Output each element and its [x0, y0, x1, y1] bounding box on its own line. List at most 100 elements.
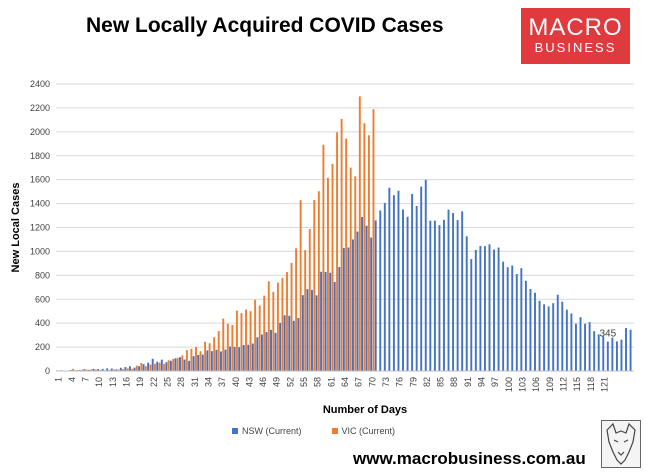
bar-vic: [172, 358, 175, 371]
bar-vic: [167, 360, 170, 371]
bar-nsw: [388, 187, 391, 371]
macrobusiness-logo: MACRO BUSINESS: [521, 8, 630, 64]
bar-nsw: [115, 369, 118, 371]
bar-nsw: [497, 247, 500, 371]
bar-nsw: [292, 320, 295, 371]
bar-nsw: [265, 332, 268, 371]
bar-vic: [349, 167, 352, 371]
bar-vic: [144, 366, 147, 371]
bar-nsw: [329, 272, 332, 371]
bar-nsw: [483, 246, 486, 371]
bar-nsw: [402, 209, 404, 371]
x-tick-label: 88: [449, 377, 459, 387]
x-tick-label: 46: [258, 377, 268, 387]
bar-nsw: [147, 362, 150, 371]
x-tick-label: 82: [422, 377, 432, 387]
bar-nsw: [192, 356, 195, 371]
bar-vic: [231, 324, 234, 371]
bar-nsw: [179, 357, 181, 371]
bar-nsw: [420, 186, 423, 371]
bar-vic: [181, 355, 184, 371]
bar-nsw: [183, 359, 186, 371]
y-tick-label: 800: [35, 270, 50, 280]
bar-nsw: [429, 220, 432, 371]
bar-vic: [131, 368, 134, 371]
bar-vic: [117, 369, 120, 371]
bar-nsw: [570, 313, 573, 371]
bar-nsw: [119, 367, 122, 371]
bar-nsw: [547, 306, 550, 371]
bar-vic: [195, 347, 197, 371]
x-tick-label: 70: [367, 377, 377, 387]
bar-vic: [204, 341, 207, 371]
bar-nsw: [447, 209, 450, 371]
x-tick-label: 4: [67, 377, 77, 382]
bar-nsw: [365, 225, 368, 371]
bar-vic: [299, 200, 302, 371]
bar-nsw: [160, 359, 163, 371]
bar-nsw: [133, 367, 136, 371]
bar-nsw: [110, 368, 113, 371]
bar-nsw: [297, 318, 300, 371]
bar-nsw: [411, 194, 414, 371]
footer-url: www.macrobusiness.com.au: [353, 449, 586, 468]
bar-nsw: [379, 210, 382, 371]
y-tick-label: 2200: [30, 103, 50, 113]
y-tick-label: 1800: [30, 151, 50, 161]
x-tick-label: 13: [108, 377, 118, 387]
bar-nsw: [370, 237, 373, 371]
bar-nsw: [452, 213, 455, 371]
bar-nsw: [556, 294, 559, 371]
bar-nsw: [188, 360, 191, 371]
x-tick-label: 58: [313, 377, 323, 387]
x-tick-label: 34: [203, 377, 213, 387]
bar-vic: [345, 138, 348, 371]
bar-nsw: [538, 300, 541, 371]
bar-nsw: [315, 295, 318, 371]
bar-nsw: [88, 369, 90, 371]
bar-nsw: [197, 354, 200, 371]
y-axis-title: New Local Cases: [10, 183, 22, 273]
y-tick-label: 0: [45, 366, 50, 376]
y-tick-label: 1200: [30, 223, 50, 233]
y-tick-label: 1400: [30, 199, 50, 209]
bar-nsw: [156, 361, 159, 371]
bar-vic: [154, 363, 156, 371]
bar-nsw: [488, 244, 491, 371]
bar-nsw: [229, 346, 232, 371]
x-tick-label: 73: [381, 377, 391, 387]
bar-nsw: [493, 249, 495, 371]
bar-nsw: [256, 337, 259, 371]
x-tick-label: 28: [176, 377, 186, 387]
bar-nsw: [574, 323, 577, 371]
bar-nsw: [511, 265, 514, 371]
bar-nsw: [288, 315, 291, 371]
bar-vic: [90, 369, 93, 371]
wolf-logo: [601, 420, 641, 468]
bar-vic: [358, 96, 361, 372]
bar-vic: [94, 369, 97, 371]
bar-vic: [190, 348, 193, 371]
x-tick-label: 16: [122, 377, 132, 387]
x-tick-label: 31: [190, 377, 200, 387]
bar-nsw: [461, 211, 464, 371]
bar-vic: [176, 357, 179, 371]
bar-vic: [336, 132, 339, 371]
bar-nsw: [374, 220, 377, 371]
bar-nsw: [474, 249, 477, 371]
bar-vic: [213, 337, 216, 371]
bar-vic: [331, 163, 334, 371]
bar-nsw: [83, 369, 86, 371]
bar-nsw: [333, 281, 336, 371]
bar-vic: [122, 368, 125, 371]
bar-nsw: [356, 231, 359, 371]
bar-vic: [185, 350, 188, 371]
bar-vic: [313, 199, 316, 371]
bar-vic: [317, 191, 320, 371]
bar-nsw: [438, 225, 441, 371]
y-tick-label: 200: [35, 342, 50, 352]
bar-nsw: [351, 239, 354, 371]
bar-nsw: [242, 345, 245, 371]
bar-nsw: [324, 271, 327, 371]
